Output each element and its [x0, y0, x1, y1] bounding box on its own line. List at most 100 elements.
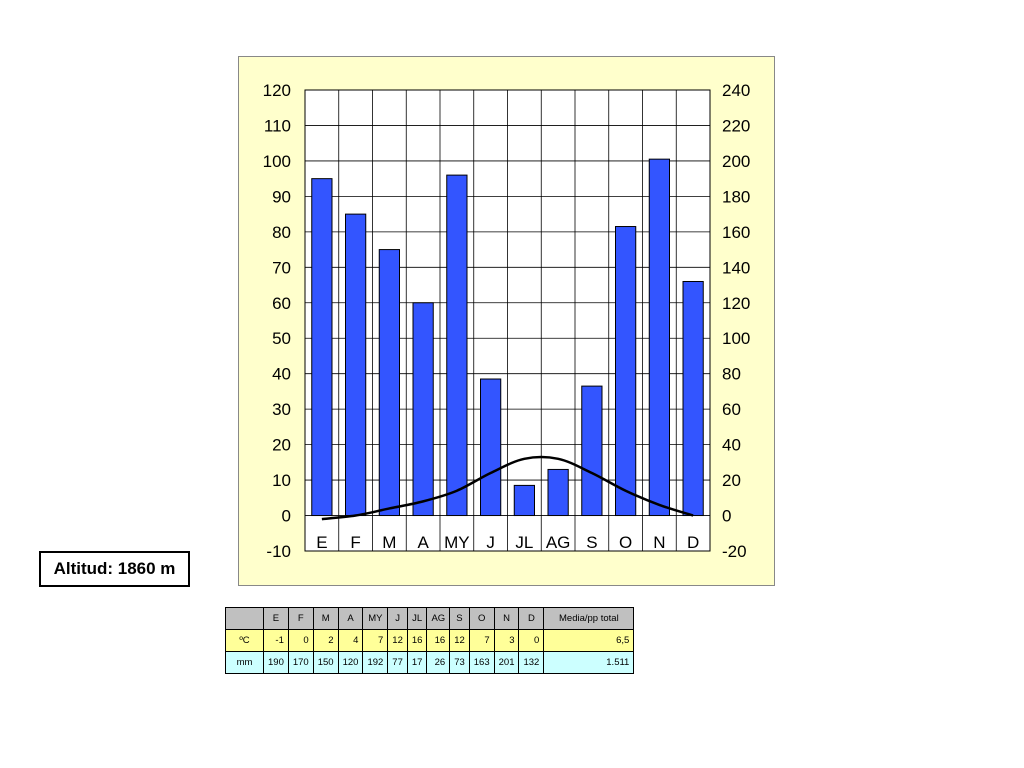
left-tick-label: 70 — [272, 258, 291, 277]
right-tick-label: 100 — [722, 329, 750, 348]
table-cell: MY — [362, 607, 389, 630]
table-cell: ºC — [225, 629, 264, 652]
table-cell: 170 — [287, 651, 314, 674]
month-label: O — [619, 533, 632, 552]
table-cell: -1 — [263, 629, 289, 652]
month-label: F — [350, 533, 360, 552]
table-cell: S — [449, 607, 470, 630]
precipitation-bar — [615, 226, 637, 517]
precipitation-bar — [378, 249, 400, 517]
table-cell: 7 — [468, 629, 495, 652]
precipitation-bar — [480, 378, 502, 517]
table-cell: 163 — [468, 651, 495, 674]
table-cell: 192 — [362, 651, 389, 674]
precipitation-bar — [412, 302, 434, 517]
right-tick-label: 180 — [722, 187, 750, 206]
table-cell: 4 — [337, 629, 364, 652]
right-tick-label: 200 — [722, 152, 750, 171]
left-tick-label: 110 — [264, 116, 291, 135]
table-cell: AG — [426, 607, 451, 630]
month-label: E — [316, 533, 327, 552]
table-cell: 26 — [426, 651, 451, 674]
left-tick-label: 10 — [272, 471, 291, 490]
table-header-row: E F M A MY J JL AG S O N D Media/pp tota… — [225, 607, 635, 630]
table-row-temperature: ºC -1 0 2 4 7 12 16 16 12 7 3 0 6,5 — [225, 629, 635, 652]
table-cell: 6,5 — [543, 629, 635, 652]
table-cell: M — [312, 607, 339, 630]
month-label: M — [382, 533, 396, 552]
table-cell: 12 — [387, 629, 408, 652]
table-cell: 2 — [312, 629, 339, 652]
month-label: JL — [515, 533, 533, 552]
precipitation-bar — [547, 468, 569, 517]
left-tick-label: 120 — [263, 81, 291, 100]
left-tick-label: 20 — [272, 436, 291, 455]
table-cell: 17 — [406, 651, 428, 674]
right-tick-label: 240 — [722, 81, 750, 100]
table-cell: 120 — [337, 651, 364, 674]
table-cell: E — [263, 607, 289, 630]
table-cell: O — [468, 607, 495, 630]
precipitation-bar — [513, 484, 535, 517]
table-cell: Media/pp total — [543, 607, 635, 630]
table-cell: N — [493, 607, 520, 630]
precipitation-bar — [682, 280, 704, 517]
table-cell: 73 — [449, 651, 470, 674]
month-label: AG — [546, 533, 571, 552]
right-tick-label: 40 — [722, 436, 741, 455]
right-tick-label: 120 — [722, 294, 750, 313]
left-tick-label: -10 — [266, 542, 291, 561]
table-cell: 16 — [426, 629, 451, 652]
left-tick-label: 90 — [272, 187, 291, 206]
left-tick-label: 30 — [272, 400, 291, 419]
table-cell: JL — [406, 607, 428, 630]
table-cell: mm — [225, 651, 264, 674]
table-cell: 150 — [312, 651, 339, 674]
table-cell: F — [287, 607, 314, 630]
table-cell: 0 — [287, 629, 314, 652]
left-tick-label: 60 — [272, 294, 291, 313]
left-tick-label: 40 — [272, 365, 291, 384]
month-label: N — [653, 533, 665, 552]
table-cell — [225, 607, 264, 630]
table-cell: A — [337, 607, 364, 630]
table-cell: 16 — [406, 629, 428, 652]
month-label: J — [486, 533, 495, 552]
climate-table: E F M A MY J JL AG S O N D Media/pp tota… — [225, 607, 635, 674]
table-cell: 3 — [493, 629, 520, 652]
right-tick-label: 60 — [722, 400, 741, 419]
month-label: MY — [444, 533, 470, 552]
left-tick-label: 0 — [282, 507, 291, 526]
table-cell: 7 — [362, 629, 389, 652]
precipitation-bar — [446, 174, 468, 517]
right-tick-label: -20 — [722, 542, 747, 561]
table-cell: 132 — [518, 651, 545, 674]
table-cell: 190 — [263, 651, 289, 674]
right-tick-label: 80 — [722, 365, 741, 384]
table-row-precipitation: mm 190 170 150 120 192 77 17 26 73 163 2… — [225, 651, 635, 674]
table-cell: J — [387, 607, 408, 630]
altitude-label: Altitud: 1860 m — [39, 551, 190, 587]
table-cell: 12 — [449, 629, 470, 652]
left-tick-label: 80 — [272, 223, 291, 242]
right-tick-label: 0 — [722, 507, 731, 526]
table-cell: 1.511 — [543, 651, 635, 674]
precipitation-bar — [648, 158, 670, 517]
right-tick-label: 160 — [722, 223, 750, 242]
table-cell: D — [518, 607, 545, 630]
month-label: D — [687, 533, 699, 552]
temperature-line — [321, 455, 694, 521]
month-label: S — [586, 533, 597, 552]
right-tick-label: 20 — [722, 471, 741, 490]
precipitation-bar — [311, 178, 333, 517]
left-tick-label: 50 — [272, 329, 291, 348]
right-tick-label: 140 — [722, 258, 750, 277]
left-tick-label: 100 — [263, 152, 291, 171]
table-cell: 201 — [493, 651, 520, 674]
month-label: A — [417, 533, 429, 552]
table-cell: 0 — [518, 629, 545, 652]
right-tick-label: 220 — [722, 116, 750, 135]
precipitation-bar — [581, 385, 603, 517]
precipitation-bar — [345, 213, 367, 517]
